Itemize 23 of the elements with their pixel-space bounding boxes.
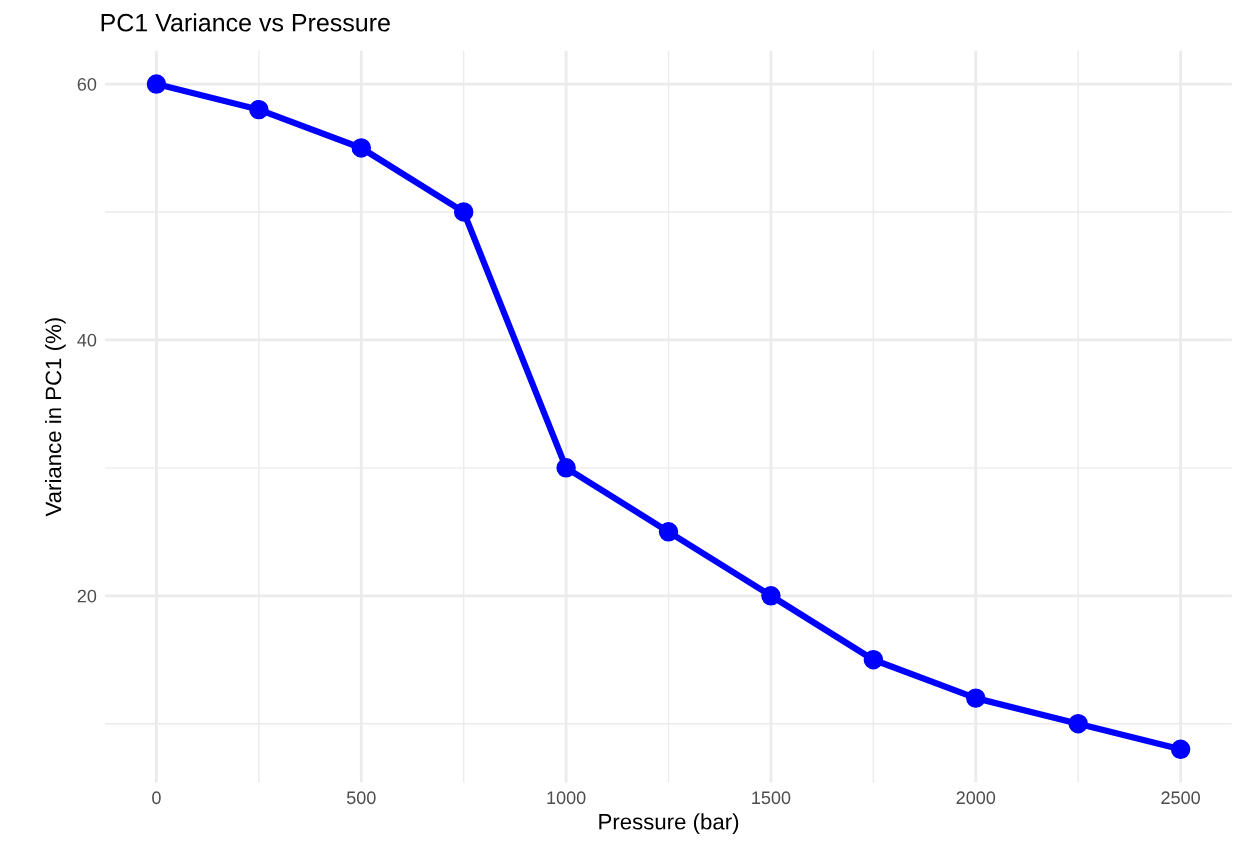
x-tick-label: 1000 [547, 791, 586, 805]
point [351, 138, 371, 158]
y-tick-label: 40 [77, 333, 97, 347]
x-tick-label: 0 [152, 791, 161, 805]
point [249, 99, 269, 120]
point [966, 688, 986, 708]
point [1170, 739, 1191, 760]
x-tick-label: 500 [346, 791, 376, 805]
x-tick-label: 2500 [1161, 791, 1200, 805]
point [453, 202, 474, 222]
y-tick-label: 60 [77, 77, 97, 91]
y-tick-label: 20 [77, 589, 97, 603]
point [556, 458, 576, 478]
x-tick-label: 1500 [752, 791, 791, 805]
point [658, 522, 679, 542]
chart-title: PC1 Variance vs Pressure [101, 13, 390, 32]
x-tick-label: 2000 [956, 791, 996, 805]
point [146, 74, 167, 94]
point [761, 586, 781, 606]
point [863, 650, 884, 670]
point [1068, 713, 1088, 734]
x-axis-title: Pressure (bar) [599, 813, 739, 834]
y-axis-title: Variance in PC1 (%) [44, 318, 66, 517]
